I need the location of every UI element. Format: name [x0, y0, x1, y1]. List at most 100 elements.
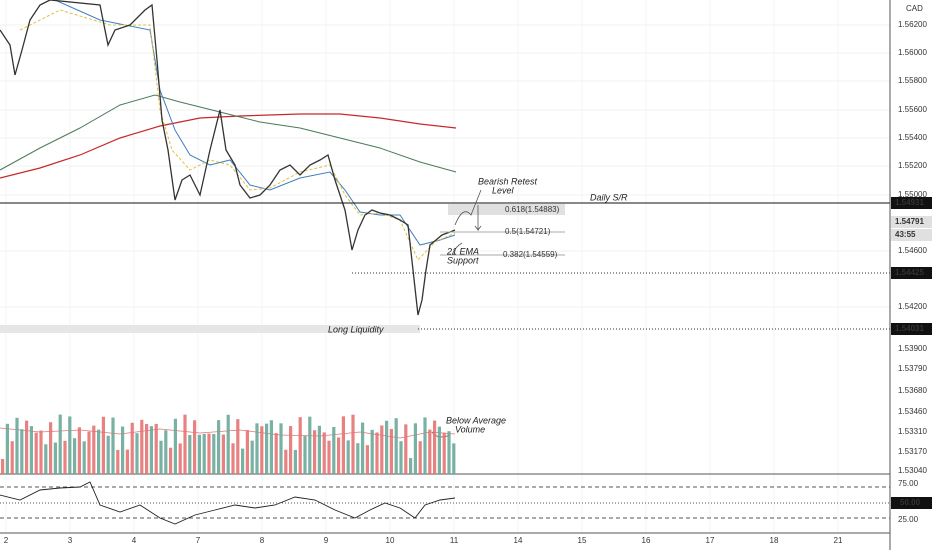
price-tick-label: 1.56000 — [898, 48, 927, 57]
volume-bar — [207, 433, 211, 474]
annotation: Long Liquidity — [328, 324, 384, 334]
volume-bar — [279, 423, 283, 474]
price-badge — [891, 323, 932, 335]
rsi-badge-label: 50.00 — [900, 498, 921, 507]
volume-bar — [341, 416, 345, 474]
volume-bar — [255, 423, 259, 474]
annotation: Support — [447, 255, 479, 265]
volume-bar — [236, 419, 240, 474]
date-tick-label: 3 — [68, 536, 73, 545]
volume-bar — [197, 434, 201, 474]
volume-bar — [159, 440, 163, 474]
volume-bar — [413, 423, 417, 474]
volume-bar — [293, 449, 297, 474]
volume-bar — [346, 440, 350, 474]
fib-zone — [448, 204, 565, 215]
volume-bar — [193, 420, 197, 474]
volume-bar — [269, 420, 273, 474]
price-badge-label: 1.54425 — [895, 268, 924, 277]
date-tick-label: 16 — [642, 536, 651, 545]
volume-bar — [284, 449, 288, 474]
volume-bar — [97, 429, 101, 474]
lower-tick-label: 1.53900 — [898, 344, 927, 353]
date-tick-label: 9 — [324, 536, 329, 545]
volume-bar — [82, 441, 86, 474]
rsi-badge — [891, 497, 932, 509]
volume-bar — [337, 437, 341, 474]
volume-bar — [399, 441, 403, 474]
lower-tick-label: 1.53310 — [898, 427, 927, 436]
volume-bar — [217, 420, 221, 474]
annotation: Volume — [455, 424, 485, 434]
volume-bar — [29, 426, 33, 474]
price-badge-label: 1.54791 — [895, 217, 924, 226]
volume-bar — [437, 426, 441, 474]
volume-bar — [145, 423, 149, 474]
lower-tick-label: 1.53460 — [898, 407, 927, 416]
volume-bar — [250, 440, 254, 474]
volume-bar — [77, 427, 81, 474]
price-badge-label: 43:55 — [895, 230, 916, 239]
volume-bar — [106, 435, 110, 474]
price-tick-label: 1.55200 — [898, 161, 927, 170]
date-tick-label: 8 — [260, 536, 265, 545]
date-tick-label: 4 — [132, 536, 137, 545]
date-tick-label: 2 — [4, 536, 9, 545]
ma-200 — [0, 113, 457, 179]
volume-bar — [111, 417, 115, 474]
volume-bar — [241, 448, 245, 474]
volume-bar — [20, 429, 24, 474]
volume-bar — [385, 420, 389, 474]
volume-bar — [356, 443, 360, 474]
volume-bar — [5, 423, 9, 474]
volume-bar — [68, 416, 72, 474]
volume-bar — [452, 443, 456, 474]
date-tick-label: 15 — [578, 536, 587, 545]
volume-bar — [313, 430, 317, 474]
volume-bar — [169, 447, 173, 474]
volume-bar — [389, 428, 393, 474]
volume-bar — [370, 429, 374, 474]
volume-bar — [58, 414, 62, 474]
price-badge — [891, 267, 932, 279]
volume-bar — [447, 431, 451, 474]
volume-bar — [92, 425, 96, 474]
volume-bar — [1, 459, 5, 474]
volume-bar — [221, 434, 225, 474]
annotation: Below Average — [446, 415, 506, 425]
annotation: Bearish Retest — [478, 176, 538, 186]
volume-bar — [274, 433, 278, 474]
volume-bar — [149, 426, 153, 474]
volume-bar — [245, 430, 249, 474]
price — [0, 0, 456, 316]
lower-tick-label: 1.53040 — [898, 466, 927, 475]
volume-bar — [375, 432, 379, 474]
price-badge — [891, 229, 932, 241]
volume-bar — [140, 419, 144, 474]
price-badge-label: 1.54931 — [895, 198, 924, 207]
volume-bar — [404, 424, 408, 474]
volume-bar — [164, 430, 168, 474]
lower-tick-label: 75.00 — [898, 479, 919, 488]
price-badge — [891, 197, 932, 209]
rsi-line — [0, 481, 456, 525]
volume-bar — [327, 440, 331, 474]
volume-bar — [49, 422, 53, 474]
liquidity-zone — [0, 325, 420, 333]
volume-bar — [87, 431, 91, 474]
price-tick-label: 1.55400 — [898, 133, 927, 142]
price-tick-label: 1.55000 — [898, 190, 927, 199]
volume-bar — [10, 441, 14, 474]
volume-bar — [418, 441, 422, 474]
volume-bar — [442, 432, 446, 474]
lower-tick-label: 25.00 — [898, 515, 919, 524]
annotation: 21 EMA — [446, 246, 479, 256]
price-tick-label: 1.55600 — [898, 105, 927, 114]
volume-bar — [308, 416, 312, 474]
price-badge-label: 1.54031 — [895, 324, 924, 333]
volume-bar — [351, 414, 355, 474]
volume-bar — [394, 418, 398, 474]
volume-bar — [25, 420, 29, 474]
arrow — [454, 189, 482, 232]
volume-bar — [365, 445, 369, 474]
